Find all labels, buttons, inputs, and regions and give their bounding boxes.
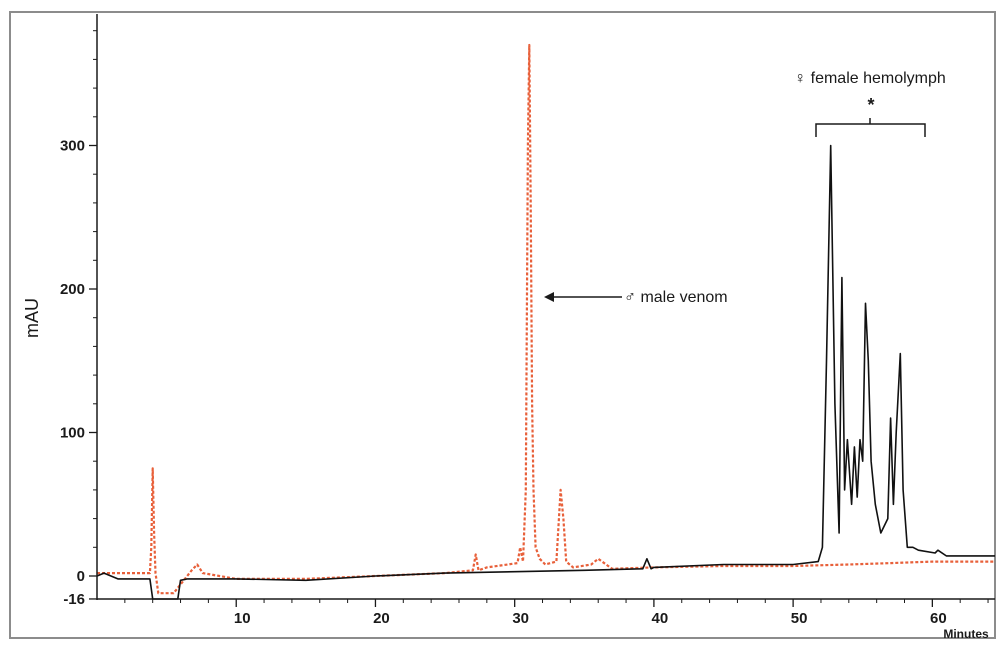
plot-border xyxy=(9,11,996,639)
male-venom-annotation: ♂ male venom xyxy=(544,289,728,306)
male-venom-arrow-head xyxy=(544,292,554,302)
series-line-male-venom xyxy=(97,43,995,595)
y-tick-label: 300 xyxy=(60,138,85,155)
series-layer xyxy=(96,43,995,600)
x-tick-label: 60 xyxy=(930,610,947,627)
y-tick-label: 0 xyxy=(77,568,85,585)
series-line-female-hemolymph xyxy=(96,144,995,600)
x-tick-label: 50 xyxy=(791,610,808,627)
y-tick-label: -16 xyxy=(63,591,85,608)
female-hemolymph-label: ♀ female hemolymph xyxy=(794,70,946,87)
male-venom-label: ♂ male venom xyxy=(624,289,728,306)
ticks-layer: -16 0 100 200 300 10 20 30 40 50 60 xyxy=(60,30,989,627)
x-tick-label: 30 xyxy=(512,610,529,627)
asterisk-marker: * xyxy=(867,95,874,115)
x-tick-label: 40 xyxy=(652,610,669,627)
x-tick-label: 10 xyxy=(234,610,251,627)
female-hemolymph-annotation: ♀ female hemolymph * xyxy=(794,70,946,137)
y-tick-label: 100 xyxy=(60,425,85,442)
y-tick-label: 200 xyxy=(60,281,85,298)
x-axis-title: Minutes xyxy=(943,627,989,641)
y-axis-title: mAU xyxy=(22,298,42,338)
x-tick-label: 20 xyxy=(373,610,390,627)
female-hemolymph-bracket xyxy=(815,118,926,137)
